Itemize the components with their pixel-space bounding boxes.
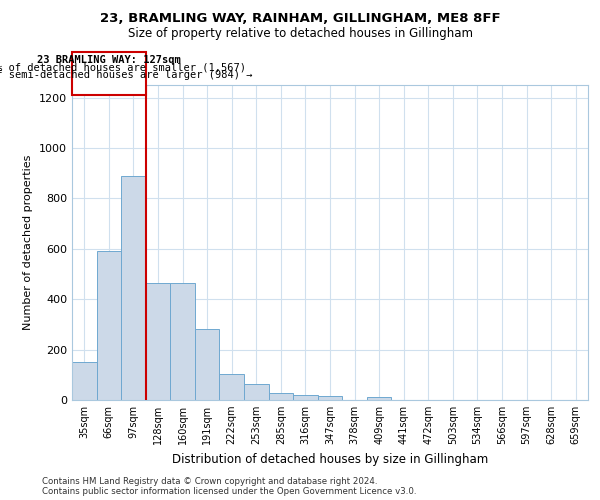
Bar [72,52,146,95]
Bar [367,398,391,400]
Bar [121,176,146,400]
Bar [318,396,342,400]
Text: Size of property relative to detached houses in Gillingham: Size of property relative to detached ho… [128,28,473,40]
Bar [195,330,220,400]
Text: ← 61% of detached houses are smaller (1,567): ← 61% of detached houses are smaller (1,… [0,62,247,72]
Text: Contains HM Land Registry data © Crown copyright and database right 2024.: Contains HM Land Registry data © Crown c… [42,477,377,486]
Bar [146,283,170,400]
Text: 38% of semi-detached houses are larger (984) →: 38% of semi-detached houses are larger (… [0,70,253,80]
Bar [72,362,97,400]
Bar [97,252,121,400]
Bar [269,393,293,400]
Bar [293,396,318,400]
Y-axis label: Number of detached properties: Number of detached properties [23,155,34,330]
Bar [244,384,269,400]
Bar [170,283,195,400]
Text: 23 BRAMLING WAY: 127sqm: 23 BRAMLING WAY: 127sqm [37,55,181,65]
Text: Contains public sector information licensed under the Open Government Licence v3: Contains public sector information licen… [42,487,416,496]
Text: 23, BRAMLING WAY, RAINHAM, GILLINGHAM, ME8 8FF: 23, BRAMLING WAY, RAINHAM, GILLINGHAM, M… [100,12,500,26]
X-axis label: Distribution of detached houses by size in Gillingham: Distribution of detached houses by size … [172,452,488,466]
Bar [220,374,244,400]
